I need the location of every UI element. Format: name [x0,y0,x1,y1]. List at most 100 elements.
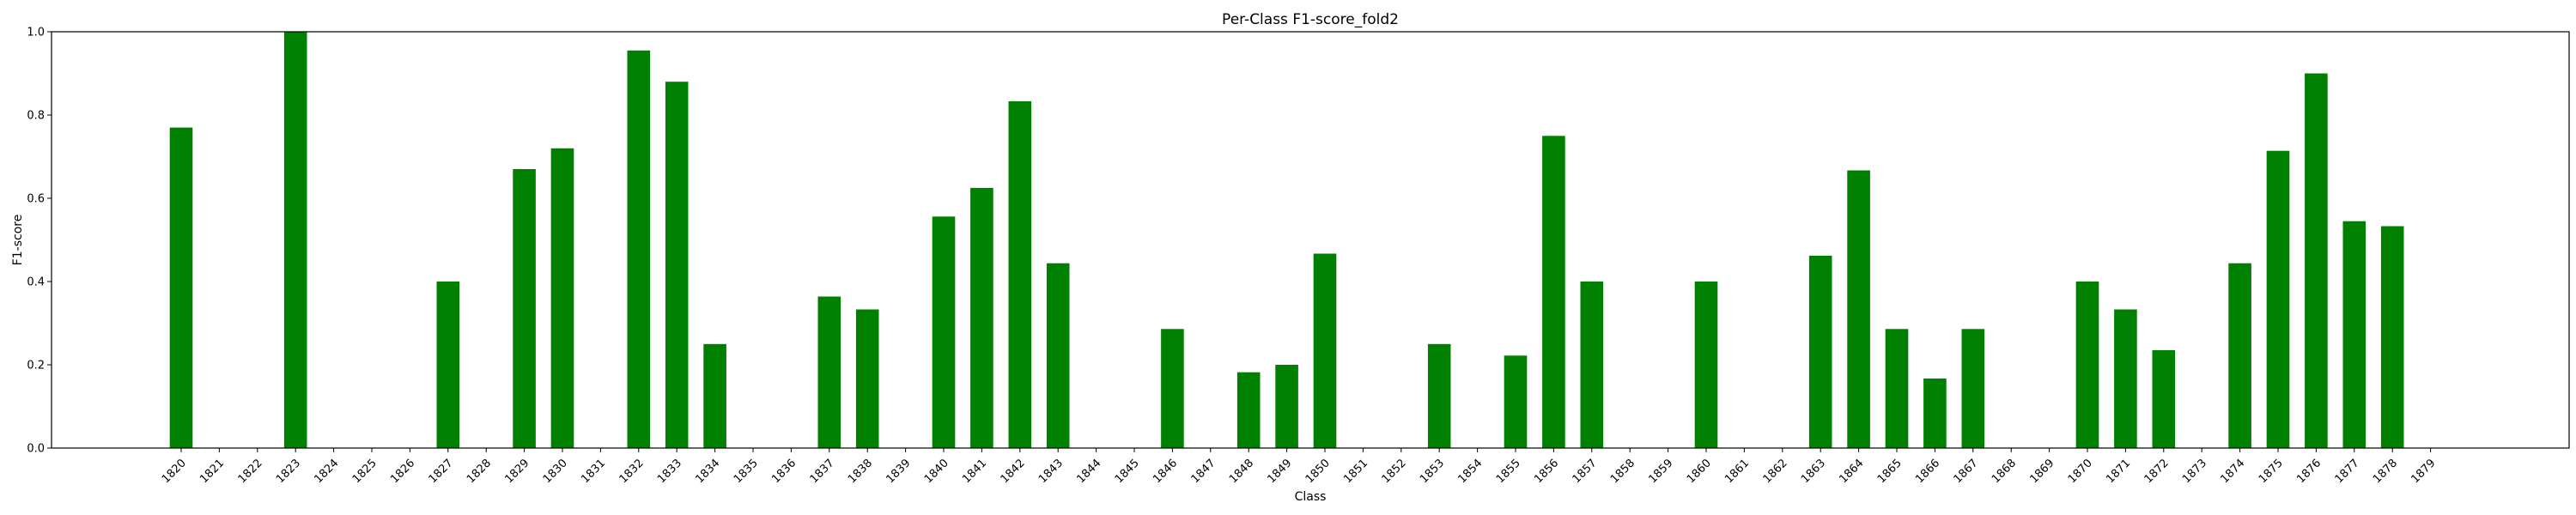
x-tick-label: 1840 [922,457,951,486]
x-axis: 1820 1821 1822 1823 1824 1825 1826 1827 1828 1829… [160,448,2438,486]
bar-1849 [1275,365,1298,448]
x-tick-label: 1866 [1913,457,1942,486]
bar-1823 [283,32,307,448]
x-tick-label: 1871 [2104,457,2133,486]
x-tick-label: 1853 [1418,457,1447,486]
x-tick-label: 1879 [2409,457,2438,486]
bar-1827 [436,282,460,448]
x-tick-label: 1830 [541,457,570,486]
bar-1872 [2152,350,2176,448]
bar-1848 [1236,372,1261,448]
x-tick-label: 1847 [1189,457,1218,486]
bar-1842 [1008,101,1032,448]
bar-1865 [1885,329,1909,448]
bar-1841 [970,187,993,448]
bar-1840 [932,216,956,449]
bar-1853 [1427,343,1451,449]
bar-1877 [2342,221,2366,448]
x-tick-label: 1862 [1761,457,1790,486]
y-tick-label: 0.4 [27,276,45,289]
bar-1856 [1542,136,1565,449]
x-tick-label: 1849 [1265,457,1294,486]
x-tick-label: 1877 [2333,457,2362,486]
bar-1878 [2380,226,2404,448]
x-tick-label: 1848 [1227,457,1256,486]
x-tick-label: 1836 [769,457,799,486]
x-tick-label: 1859 [1646,457,1675,486]
x-tick-label: 1868 [1990,457,2019,486]
x-tick-label: 1855 [1494,457,1523,486]
y-axis: 0.0 0.2 0.4 0.6 0.8 1.0 [27,27,52,456]
x-tick-label: 1837 [808,457,837,486]
y-tick-label: 0.8 [27,110,45,123]
y-tick-label: 0.6 [27,193,45,206]
x-tick-label: 1861 [1722,457,1752,486]
x-tick-label: 1843 [1036,457,1066,486]
x-tick-label: 1825 [350,457,380,486]
x-tick-label: 1863 [1799,457,1828,486]
bar-1850 [1313,253,1337,448]
bar-1857 [1580,282,1604,448]
x-tick-label: 1872 [2142,457,2172,486]
y-axis-label: F1-score [11,215,25,266]
bar-1867 [1961,329,1985,448]
x-tick-label: 1878 [2371,457,2400,486]
bar-1875 [2266,150,2290,448]
x-tick-label: 1835 [732,457,761,486]
bar-1832 [627,50,651,449]
x-tick-label: 1867 [1952,457,1981,486]
bar-1838 [855,309,879,448]
x-tick-label: 1856 [1532,457,1561,486]
x-axis-label: Class [1295,490,1327,504]
x-tick-label: 1875 [2257,457,2286,486]
x-tick-label: 1829 [502,457,532,486]
x-tick-label: 1823 [274,457,303,486]
bar-1864 [1847,170,1870,448]
bar-1837 [817,296,841,448]
bars-group [169,32,2404,449]
bar-1863 [1808,255,1832,448]
x-tick-label: 1826 [388,457,417,486]
x-tick-label: 1850 [1303,457,1333,486]
x-tick-label: 1833 [655,457,684,486]
x-tick-label: 1838 [846,457,875,486]
x-tick-label: 1822 [236,457,265,486]
plot-frame [51,31,2570,449]
x-tick-label: 1834 [693,457,722,486]
x-tick-label: 1820 [160,457,189,486]
x-tick-label: 1874 [2218,457,2247,486]
bar-1833 [665,82,689,448]
x-tick-label: 1821 [197,457,227,486]
bar-1820 [169,127,193,448]
bar-1843 [1046,263,1070,448]
bar-1876 [2305,73,2328,448]
bar-1860 [1694,282,1718,448]
x-tick-label: 1851 [1341,457,1370,486]
bar-1866 [1923,379,1947,448]
x-tick-label: 1858 [1608,457,1637,486]
x-tick-label: 1839 [884,457,913,486]
x-tick-label: 1846 [1151,457,1180,486]
bar-1870 [2075,282,2099,448]
x-tick-label: 1876 [2294,457,2324,486]
x-tick-label: 1828 [465,457,494,486]
bar-1846 [1161,329,1184,448]
y-tick-label: 0.2 [27,360,45,373]
x-tick-label: 1865 [1875,457,1905,486]
x-tick-label: 1854 [1455,457,1485,486]
x-tick-label: 1873 [2180,457,2209,486]
x-tick-label: 1852 [1380,457,1409,486]
x-tick-label: 1842 [999,457,1028,486]
bar-1829 [513,169,536,448]
x-tick-label: 1841 [960,457,989,486]
x-tick-label: 1864 [1837,457,1866,486]
x-tick-label: 1860 [1685,457,1714,486]
x-tick-label: 1824 [312,457,341,486]
x-tick-label: 1831 [579,457,608,486]
bar-1830 [550,148,574,449]
bar-1834 [703,343,726,449]
x-tick-label: 1832 [617,457,647,486]
bar-1874 [2228,263,2251,448]
chart-title: Per-Class F1-score_fold2 [1222,11,1399,28]
